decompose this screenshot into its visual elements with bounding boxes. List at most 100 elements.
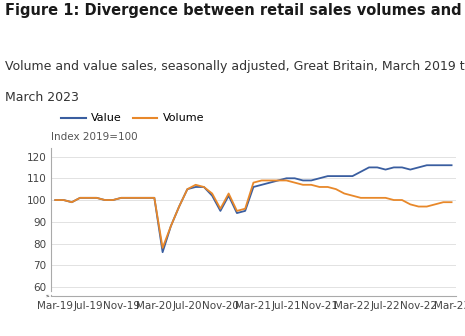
Volume — [416, 205, 421, 209]
Value — [185, 187, 190, 191]
Volume — [135, 196, 140, 200]
Text: Volume and value sales, seasonally adjusted, Great Britain, March 2019 to: Volume and value sales, seasonally adjus… — [5, 60, 465, 74]
Value — [259, 183, 265, 187]
Value — [399, 165, 405, 169]
Text: Index 2019=100: Index 2019=100 — [51, 132, 138, 142]
Volume — [333, 187, 339, 191]
Line: Volume: Volume — [55, 180, 452, 248]
Volume — [102, 198, 107, 202]
Volume — [341, 192, 347, 196]
Volume — [424, 205, 430, 209]
Volume — [168, 224, 173, 228]
Value — [86, 196, 91, 200]
Value — [135, 196, 140, 200]
Value — [160, 250, 166, 254]
Value — [341, 174, 347, 178]
Volume — [399, 198, 405, 202]
Volume — [201, 185, 206, 189]
Value — [143, 196, 149, 200]
Volume — [317, 185, 322, 189]
Volume — [350, 194, 355, 198]
Value — [350, 174, 355, 178]
Value — [127, 196, 133, 200]
Value — [275, 178, 281, 182]
Value — [152, 196, 157, 200]
Volume — [127, 196, 133, 200]
Value — [300, 178, 306, 182]
Value — [69, 200, 74, 204]
Value — [308, 178, 314, 182]
Value — [209, 194, 215, 198]
Volume — [432, 202, 438, 206]
Value — [176, 205, 182, 209]
Value — [267, 181, 273, 185]
Value — [102, 198, 107, 202]
Value — [407, 168, 413, 172]
Value — [251, 185, 256, 189]
Volume — [61, 198, 66, 202]
Volume — [440, 200, 446, 204]
Volume — [242, 207, 248, 211]
Volume — [77, 196, 83, 200]
Text: March 2023: March 2023 — [5, 91, 79, 104]
Value — [110, 198, 116, 202]
Value — [119, 196, 124, 200]
Volume — [267, 178, 273, 182]
Value — [383, 168, 388, 172]
Volume — [209, 192, 215, 196]
Volume — [53, 198, 58, 202]
Value — [168, 224, 173, 228]
Value — [317, 176, 322, 180]
Line: Value: Value — [55, 165, 452, 252]
Volume — [185, 187, 190, 191]
Volume — [284, 178, 289, 182]
Volume — [119, 196, 124, 200]
Volume — [193, 183, 199, 187]
Value — [333, 174, 339, 178]
Volume — [226, 192, 232, 196]
Volume — [374, 196, 380, 200]
Volume — [275, 178, 281, 182]
Value — [242, 209, 248, 213]
Value — [77, 196, 83, 200]
Value — [53, 198, 58, 202]
Value — [440, 163, 446, 167]
Value — [358, 170, 364, 174]
Volume — [308, 183, 314, 187]
Volume — [143, 196, 149, 200]
Volume — [449, 200, 454, 204]
Value — [234, 211, 239, 215]
Volume — [292, 181, 298, 185]
Volume — [218, 207, 223, 211]
Volume — [325, 185, 331, 189]
Volume — [358, 196, 364, 200]
Volume — [110, 198, 116, 202]
Volume — [407, 202, 413, 206]
Volume — [94, 196, 100, 200]
Volume — [300, 183, 306, 187]
Value — [325, 174, 331, 178]
Volume — [152, 196, 157, 200]
Value — [61, 198, 66, 202]
Value — [416, 165, 421, 169]
Value — [218, 209, 223, 213]
Value — [94, 196, 100, 200]
Volume — [251, 181, 256, 185]
Volume — [69, 200, 74, 204]
Value — [391, 165, 397, 169]
Value — [374, 165, 380, 169]
Value — [201, 185, 206, 189]
Volume — [259, 178, 265, 182]
Text: Figure 1: Divergence between retail sales volumes and values: Figure 1: Divergence between retail sale… — [5, 3, 465, 18]
Value — [193, 185, 199, 189]
Volume — [86, 196, 91, 200]
Value — [424, 163, 430, 167]
Value — [292, 176, 298, 180]
Value — [366, 165, 372, 169]
Volume — [383, 196, 388, 200]
Volume — [234, 209, 239, 213]
Volume — [391, 198, 397, 202]
Value — [226, 194, 232, 198]
Legend: Value, Volume: Value, Volume — [57, 109, 209, 128]
Value — [449, 163, 454, 167]
